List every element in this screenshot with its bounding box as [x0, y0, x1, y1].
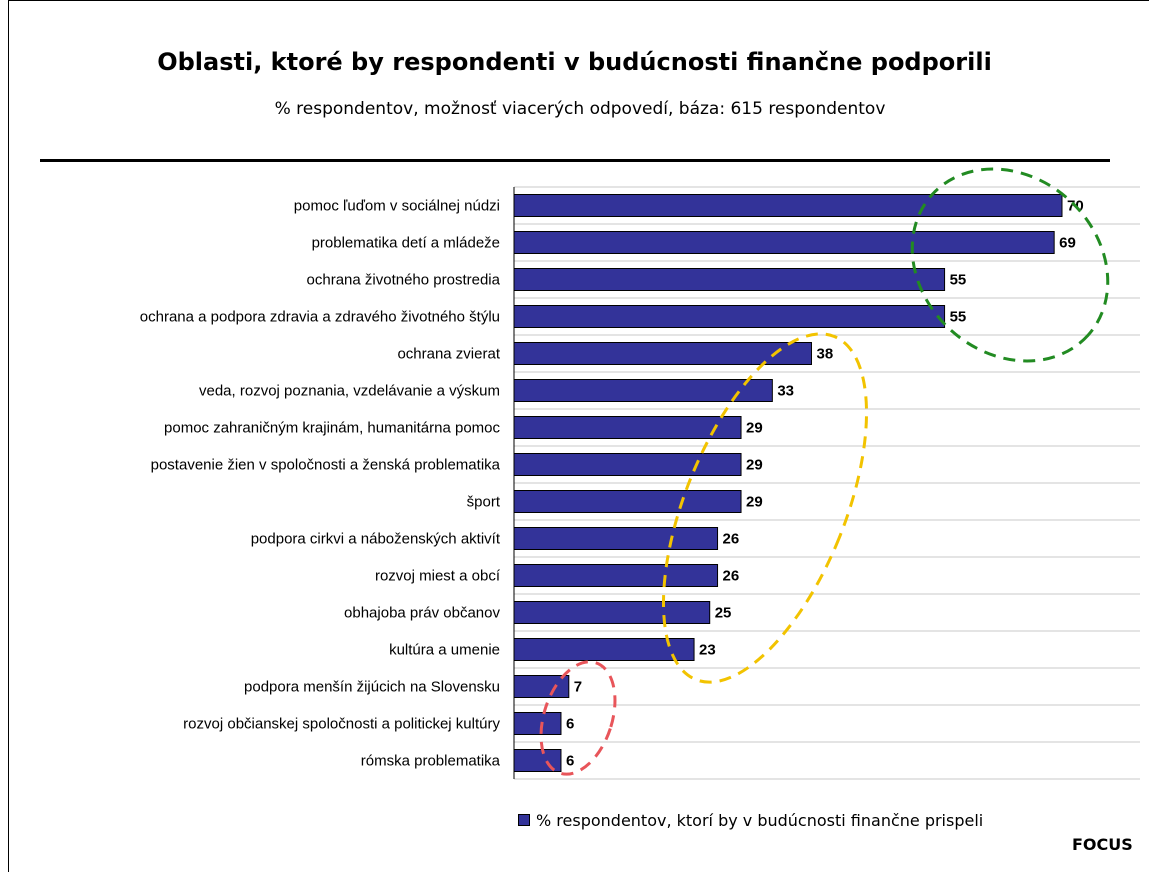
bar: [513, 342, 812, 365]
value-label: 26: [723, 568, 740, 585]
value-label: 26: [723, 531, 740, 548]
value-label: 38: [816, 346, 833, 363]
value-label: 25: [715, 605, 732, 622]
value-label: 29: [746, 420, 763, 437]
value-label: 6: [566, 753, 574, 770]
chart-title: Oblasti, ktoré by respondenti v budúcnos…: [157, 48, 992, 76]
legend-swatch: [518, 814, 530, 826]
value-label: 23: [699, 642, 716, 659]
bar: [513, 490, 742, 513]
highlight-ellipse-red: [539, 660, 617, 776]
bar: [513, 675, 570, 698]
category-label: problematika detí a mládeže: [312, 235, 500, 252]
bar: [513, 564, 719, 587]
value-label: 7: [574, 679, 582, 696]
highlight-ellipse-yellow: [661, 332, 869, 684]
category-label: pomoc zahraničným krajinám, humanitárna …: [164, 420, 500, 437]
bar: [513, 638, 695, 661]
category-label: rozvoj miest a obcí: [375, 568, 501, 585]
category-label: podpora menšín žijúcich na Slovensku: [244, 679, 500, 696]
bar: [513, 453, 742, 476]
highlight-ellipse-green: [910, 167, 1110, 363]
bar: [513, 527, 719, 550]
value-label: 29: [746, 494, 763, 511]
chart-frame: [8, 0, 1149, 872]
value-label: 55: [950, 272, 967, 289]
bar: [513, 231, 1055, 254]
bar: [513, 379, 773, 402]
value-label: 6: [566, 716, 574, 733]
legend-label: % respondentov, ktorí by v budúcnosti fi…: [536, 811, 984, 830]
category-label: kultúra a umenie: [389, 642, 500, 659]
category-label: veda, rozvoj poznania, vzdelávanie a výs…: [199, 383, 500, 400]
bar: [513, 194, 1063, 217]
chart-subtitle: % respondentov, možnosť viacerých odpove…: [274, 99, 886, 119]
category-label: rómska problematika: [361, 753, 501, 770]
value-label: 33: [777, 383, 794, 400]
category-label: ochrana životného prostredia: [307, 272, 501, 289]
category-label: ochrana a podpora zdravia a zdravého živ…: [140, 309, 500, 326]
value-label: 55: [950, 309, 967, 326]
value-label: 69: [1059, 235, 1076, 252]
bar: [513, 416, 742, 439]
title-rule: [40, 159, 1110, 162]
bar: [513, 305, 946, 328]
category-label: šport: [467, 494, 501, 511]
category-label: postavenie žien v spoločnosti a ženská p…: [151, 457, 501, 474]
category-label: rozvoj občianskej spoločnosti a politick…: [183, 716, 500, 733]
brand-logo: FOCUS: [1072, 835, 1133, 854]
category-label: ochrana zvierat: [397, 346, 500, 363]
value-label: 29: [746, 457, 763, 474]
bar: [513, 712, 562, 735]
category-label: obhajoba práv občanov: [344, 605, 500, 622]
bar: [513, 601, 711, 624]
legend: % respondentov, ktorí by v budúcnosti fi…: [518, 811, 983, 830]
category-label: pomoc ľuďom v sociálnej núdzi: [294, 198, 500, 215]
category-label: podpora cirkvi a náboženských aktivít: [251, 531, 501, 548]
bar: [513, 268, 946, 291]
